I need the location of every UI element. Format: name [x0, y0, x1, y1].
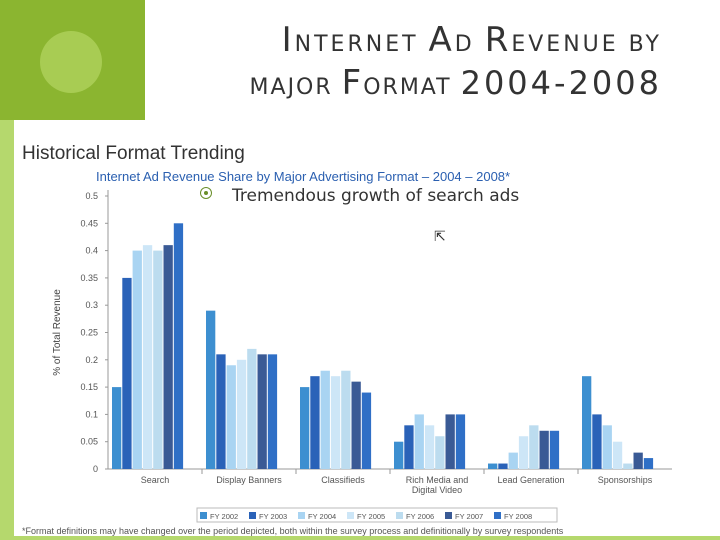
legend-swatch	[200, 512, 207, 519]
title-part: EVENUE	[511, 32, 619, 57]
bar	[498, 463, 508, 469]
legend-box	[196, 507, 558, 523]
bar	[633, 452, 643, 469]
x-category-label: Display Banners	[216, 475, 282, 485]
title-part: I	[281, 20, 295, 60]
bar	[112, 387, 122, 469]
bullet-text: Tremendous growth of search ads	[232, 186, 520, 206]
x-category-label: Rich Media and	[406, 475, 469, 485]
title-part: A	[428, 20, 455, 60]
bar	[455, 414, 466, 469]
bar	[226, 365, 236, 469]
bar	[247, 348, 257, 469]
chart-title: Internet Ad Revenue Share by Major Adver…	[96, 169, 511, 184]
y-axis-label: % of Total Revenue	[52, 289, 63, 376]
title-part: F	[341, 63, 364, 103]
chart-footnote: *Format definitions may have changed ove…	[22, 526, 564, 536]
title-part: BY	[618, 32, 662, 57]
bar	[488, 463, 498, 469]
bar	[582, 376, 592, 469]
y-tick-label: 0.05	[80, 437, 98, 447]
bar	[643, 458, 654, 469]
bar	[267, 354, 278, 469]
x-category-label: Lead Generation	[497, 475, 564, 485]
x-category-label: Classifieds	[321, 475, 365, 485]
bar	[351, 381, 361, 469]
legend-label: FY 2003	[259, 512, 287, 521]
legend-swatch	[494, 512, 501, 519]
legend-label: FY 2008	[504, 512, 532, 521]
y-tick-label: 0.4	[85, 246, 98, 256]
bar	[206, 310, 216, 469]
bar	[163, 245, 173, 469]
bar	[173, 223, 184, 469]
decorative-circle	[40, 31, 102, 93]
y-tick-label: 0.5	[85, 191, 98, 201]
bar	[592, 414, 602, 469]
bullet-icon	[200, 187, 212, 199]
x-category-label: Search	[141, 475, 170, 485]
bar	[341, 370, 351, 469]
bar	[142, 245, 153, 469]
y-tick-label: 0.15	[80, 382, 98, 392]
bar	[216, 354, 226, 469]
bar	[320, 370, 330, 469]
bar	[539, 430, 549, 469]
y-tick-label: 0.2	[85, 355, 98, 365]
bar	[623, 463, 633, 469]
legend-label: FY 2005	[357, 512, 385, 521]
decorative-left-bar	[0, 120, 14, 540]
title-part: R	[484, 20, 512, 60]
x-category-label: Digital Video	[412, 485, 462, 495]
legend-label: FY 2006	[406, 512, 434, 521]
legend-label: FY 2004	[308, 512, 336, 521]
bar	[508, 452, 518, 469]
y-tick-label: 0.35	[80, 273, 98, 283]
y-tick-label: 0.3	[85, 300, 98, 310]
legend-swatch	[445, 512, 452, 519]
slide-title: INTERNET AD REVENUE BY MAJOR FORMAT 2004…	[142, 22, 662, 108]
legend-swatch	[298, 512, 305, 519]
bar	[394, 441, 404, 469]
legend-swatch	[396, 512, 403, 519]
title-part: NTERNET	[294, 32, 429, 57]
bullet-point: Tremendous growth of search ads	[200, 186, 520, 206]
bar	[236, 359, 247, 469]
legend-label: FY 2007	[455, 512, 483, 521]
bar	[414, 414, 424, 469]
title-part: 2004-2008	[460, 64, 662, 102]
mouse-cursor-icon: ⇱	[434, 228, 446, 244]
y-tick-label: 0.1	[85, 409, 98, 419]
bar	[257, 354, 267, 469]
bar	[529, 425, 539, 469]
bar	[435, 436, 445, 469]
bar	[122, 277, 132, 469]
y-tick-label: 0	[93, 464, 98, 474]
title-part: D	[454, 32, 485, 57]
title-part: ORMAT	[363, 75, 461, 100]
bar	[300, 387, 310, 469]
title-part: MAJOR	[249, 75, 342, 100]
decorative-bottom-line	[0, 536, 720, 540]
bar	[612, 441, 623, 469]
bar	[132, 250, 142, 469]
bar	[153, 250, 163, 469]
x-category-label: Sponsorships	[598, 475, 653, 485]
bar	[310, 376, 320, 469]
bar	[445, 414, 455, 469]
bar	[404, 425, 414, 469]
legend-label: FY 2002	[210, 512, 238, 521]
bar	[549, 430, 560, 469]
bar	[361, 392, 372, 469]
bar	[424, 425, 435, 469]
legend-swatch	[249, 512, 256, 519]
bar	[602, 425, 612, 469]
bar	[518, 436, 529, 469]
bar	[330, 376, 341, 469]
chart-heading: Historical Format Trending	[22, 143, 245, 164]
y-tick-label: 0.25	[80, 328, 98, 338]
y-tick-label: 0.45	[80, 218, 98, 228]
legend-swatch	[347, 512, 354, 519]
